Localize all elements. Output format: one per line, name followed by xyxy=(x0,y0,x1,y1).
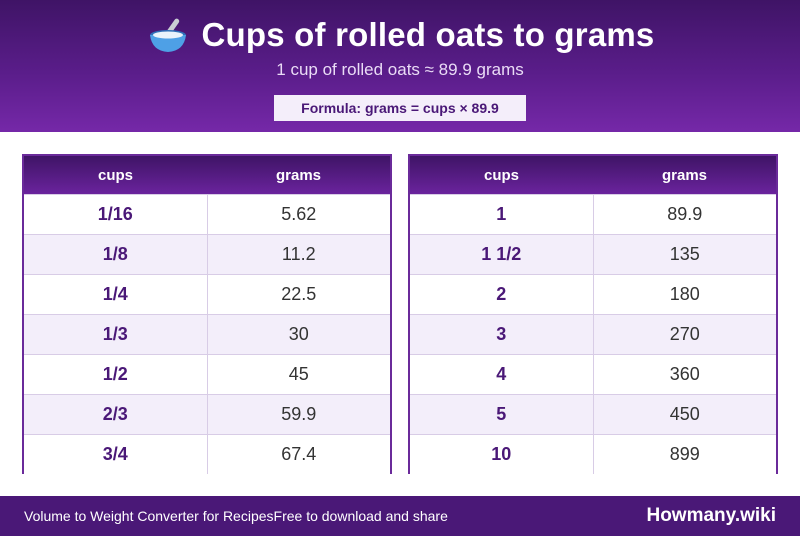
header-banner: Cups of rolled oats to grams 1 cup of ro… xyxy=(0,0,800,132)
table-body: 1 89.9 1 1/2 135 2 180 3 270 4 360 5 450 10 899 xyxy=(410,194,776,474)
column-header-cups: cups xyxy=(97,166,133,184)
page-title: Cups of rolled oats to grams xyxy=(201,16,655,53)
grams-cell: 360 xyxy=(669,364,700,384)
cups-cell: 1/4 xyxy=(24,275,208,314)
grams-cell: 135 xyxy=(669,244,700,264)
grams-cell: 899 xyxy=(669,444,700,464)
table-row: 1/16 5.62 xyxy=(24,194,390,234)
grams-cell: 89.9 xyxy=(667,204,703,224)
grams-cell: 11.2 xyxy=(281,244,316,264)
cups-cell: 1/3 xyxy=(24,315,208,354)
column-header-grams: grams xyxy=(275,166,322,184)
table-row: 2 180 xyxy=(410,274,776,314)
column-header-grams: grams xyxy=(661,166,708,184)
grams-cell: 180 xyxy=(669,284,700,304)
cups-cell: 10 xyxy=(410,435,594,474)
grams-cell: 45 xyxy=(288,364,309,384)
table-row: 1/2 45 xyxy=(24,354,390,394)
grams-cell: 270 xyxy=(669,324,700,344)
formula-badge: Formula: grams = cups × 89.9 xyxy=(274,95,526,121)
footer-caption: Volume to Weight Converter for RecipesFr… xyxy=(24,508,448,524)
brand-logo-text[interactable]: Howmany.wiki xyxy=(646,505,776,526)
grams-cell: 22.5 xyxy=(281,284,317,304)
table-row: 2/3 59.9 xyxy=(24,394,390,434)
cups-cell: 1/8 xyxy=(24,235,208,274)
title-row: Cups of rolled oats to grams xyxy=(0,14,800,56)
column-header-cups: cups xyxy=(483,166,519,184)
table-row: 1/3 30 xyxy=(24,314,390,354)
cups-cell: 1/16 xyxy=(24,195,208,234)
table-row: 3/4 67.4 xyxy=(24,434,390,474)
grams-cell: 30 xyxy=(288,324,309,344)
table-body: 1/16 5.62 1/8 11.2 1/4 22.5 1/3 30 1/2 45 2/3… xyxy=(24,194,390,474)
table-header: cups grams xyxy=(410,156,776,194)
table-row: 10 899 xyxy=(410,434,776,474)
cups-cell: 3 xyxy=(410,315,594,354)
conversion-table-right: cups grams 1 89.9 1 1/2 135 2 180 3 270 4 360… xyxy=(408,154,778,474)
cups-cell: 3/4 xyxy=(24,435,208,474)
conversion-table-left: cups grams 1/16 5.62 1/8 11.2 1/4 22.5 1/3 3… xyxy=(22,154,392,474)
grams-cell: 5.62 xyxy=(281,204,317,224)
cups-cell: 4 xyxy=(410,355,594,394)
table-row: 1 1/2 135 xyxy=(410,234,776,274)
table-header: cups grams xyxy=(24,156,390,194)
grams-cell: 450 xyxy=(669,404,700,424)
cups-cell: 2 xyxy=(410,275,594,314)
cups-cell: 1/2 xyxy=(24,355,208,394)
page-subtitle: 1 cup of rolled oats ≈ 89.9 grams xyxy=(276,60,524,79)
cups-cell: 1 xyxy=(410,195,594,234)
grams-cell: 59.9 xyxy=(281,404,317,424)
table-row: 1 89.9 xyxy=(410,194,776,234)
table-row: 1/4 22.5 xyxy=(24,274,390,314)
grams-cell: 67.4 xyxy=(281,444,317,464)
table-row: 1/8 11.2 xyxy=(24,234,390,274)
table-row: 3 270 xyxy=(410,314,776,354)
table-row: 4 360 xyxy=(410,354,776,394)
bowl-with-spoon-icon xyxy=(146,15,190,55)
cups-cell: 1 1/2 xyxy=(410,235,594,274)
cups-cell: 5 xyxy=(410,395,594,434)
footer-bar: Volume to Weight Converter for RecipesFr… xyxy=(0,496,800,536)
cups-cell: 2/3 xyxy=(24,395,208,434)
table-row: 5 450 xyxy=(410,394,776,434)
